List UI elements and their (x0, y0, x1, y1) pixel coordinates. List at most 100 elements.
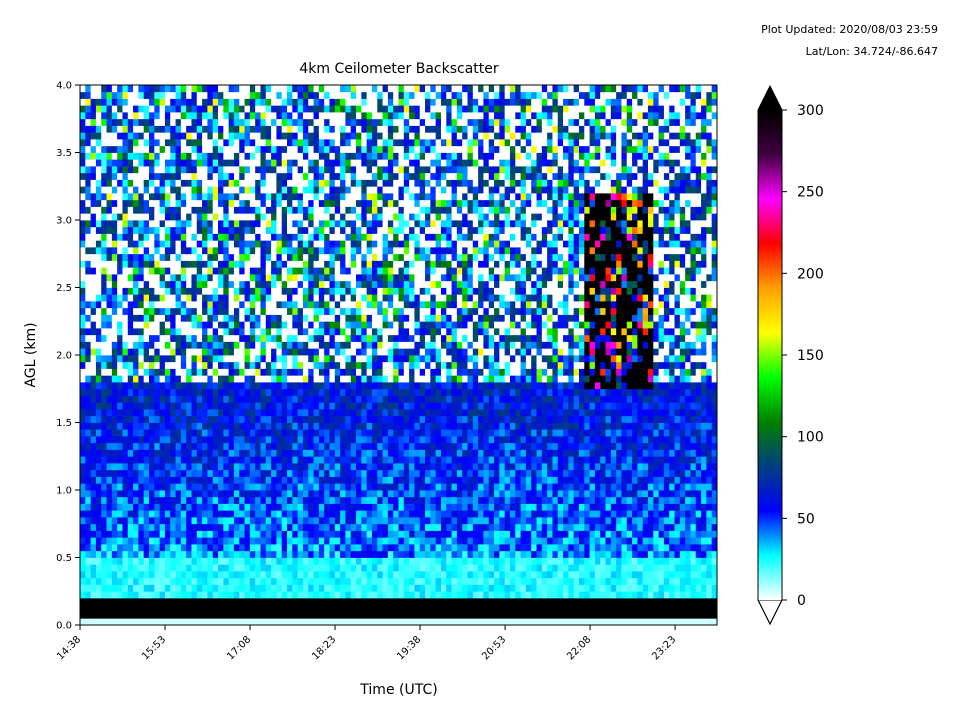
heatmap-cell (138, 220, 145, 228)
heatmap-cell (159, 523, 166, 531)
heatmap-cell (117, 564, 123, 572)
heatmap-cell (196, 334, 203, 342)
heatmap-cell (186, 577, 192, 585)
heatmap-cell (186, 496, 192, 504)
heatmap-cell (361, 85, 368, 93)
heatmap-cell (340, 287, 346, 295)
heatmap-cell (196, 598, 203, 606)
heatmap-cell (122, 496, 129, 504)
heatmap-cell (329, 361, 336, 369)
heatmap-cell (361, 348, 368, 356)
heatmap-cell (228, 395, 235, 403)
heatmap-cell (186, 604, 192, 612)
heatmap-cell (260, 334, 267, 342)
heatmap-cell (371, 166, 378, 174)
heatmap-cell (223, 375, 230, 383)
heatmap-cell (143, 193, 150, 201)
heatmap-cell (403, 449, 410, 457)
heatmap-cell (387, 166, 394, 174)
heatmap-cell (90, 355, 97, 363)
heatmap-cell (345, 604, 352, 612)
heatmap-cell (175, 375, 182, 383)
heatmap-cell (377, 112, 383, 120)
heatmap-cell (292, 517, 299, 525)
heatmap-cell (292, 415, 299, 423)
heatmap-cell (398, 530, 405, 538)
heatmap-cell (334, 233, 341, 241)
heatmap-cell (101, 382, 107, 390)
heatmap-cell (180, 166, 187, 174)
heatmap-cell (180, 591, 187, 599)
heatmap-cell (218, 355, 224, 363)
heatmap-cell (207, 159, 214, 167)
heatmap-cell (218, 422, 224, 430)
heatmap-cell (345, 611, 352, 619)
heatmap-cell (233, 382, 240, 390)
heatmap-cell (324, 287, 330, 295)
heatmap-cell (207, 618, 214, 626)
heatmap-cell (302, 274, 309, 282)
heatmap-cell (154, 598, 161, 606)
heatmap-cell (180, 382, 187, 390)
heatmap-cell (159, 388, 166, 396)
heatmap-cell (350, 139, 357, 147)
heatmap-cell (85, 483, 92, 491)
heatmap-cell (117, 618, 123, 626)
heatmap-cell (202, 564, 208, 572)
heatmap-cell (398, 375, 405, 383)
heatmap-cell (356, 382, 362, 390)
heatmap-cell (324, 233, 330, 241)
heatmap-cell (356, 442, 362, 450)
heatmap-cell (276, 186, 283, 194)
heatmap-cell (313, 294, 320, 302)
heatmap-cell (244, 402, 251, 410)
heatmap-cell (101, 226, 107, 234)
heatmap-cell (202, 517, 208, 525)
heatmap-cell (292, 571, 299, 579)
heatmap-cell (329, 456, 336, 464)
heatmap-cell (382, 361, 389, 369)
heatmap-cell (281, 132, 288, 140)
heatmap-cell (223, 550, 230, 558)
heatmap-cell (313, 557, 320, 565)
heatmap-cell (329, 557, 336, 565)
heatmap-cell (409, 611, 415, 619)
heatmap-cell (90, 564, 97, 572)
heatmap-cell (260, 442, 267, 450)
heatmap-cell (122, 233, 129, 241)
heatmap-cell (117, 139, 123, 147)
heatmap-cell (276, 496, 283, 504)
heatmap-cell (244, 179, 251, 187)
heatmap-cell (276, 490, 283, 498)
heatmap-cell (143, 571, 150, 579)
heatmap-cell (350, 544, 357, 552)
heatmap-cell (218, 206, 224, 214)
heatmap-cell (287, 98, 293, 106)
heatmap-cell (318, 172, 325, 180)
heatmap-cell (95, 550, 102, 558)
heatmap-cell (313, 152, 320, 160)
heatmap-cell (223, 294, 230, 302)
heatmap-cell (101, 402, 107, 410)
heatmap-cell (302, 253, 309, 261)
heatmap-cell (244, 611, 251, 619)
heatmap-cell (170, 537, 176, 545)
heatmap-cell (117, 193, 123, 201)
heatmap-cell (249, 247, 256, 255)
heatmap-cell (244, 274, 251, 282)
heatmap-cell (170, 334, 176, 342)
heatmap-cell (297, 537, 304, 545)
heatmap-cell (180, 422, 187, 430)
heatmap-cell (387, 206, 394, 214)
heatmap-cell (164, 436, 171, 444)
heatmap-cell (281, 361, 288, 369)
heatmap-cell (329, 571, 336, 579)
heatmap-cell (255, 355, 261, 363)
heatmap-cell (180, 409, 187, 417)
heatmap-cell (345, 429, 352, 437)
heatmap-cell (324, 368, 330, 376)
heatmap-cell (313, 328, 320, 336)
heatmap-cell (276, 415, 283, 423)
heatmap-cell (324, 186, 330, 194)
heatmap-cell (228, 172, 235, 180)
